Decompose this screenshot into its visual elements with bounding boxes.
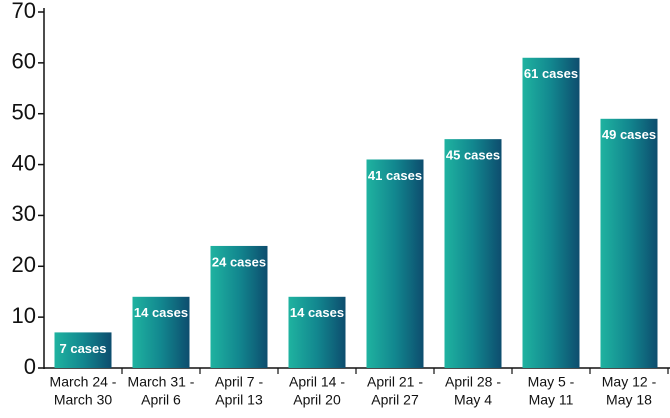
- bar: [210, 245, 268, 368]
- x-tick-label: March 30: [54, 392, 113, 408]
- x-tick-label: March 24 -: [50, 374, 117, 390]
- value-label: 24 cases: [212, 254, 266, 269]
- value-label: 45 cases: [446, 148, 500, 163]
- value-label: 61 cases: [524, 66, 578, 81]
- y-tick-label: 0: [24, 354, 36, 379]
- x-tick-label: April 7 -: [215, 374, 264, 390]
- x-tick-label: April 20: [293, 392, 341, 408]
- x-tick-label: April 21 -: [367, 374, 423, 390]
- x-tick-label: May 18: [606, 392, 652, 408]
- x-tick-label: May 11: [529, 392, 574, 408]
- y-tick-label: 60: [12, 49, 36, 74]
- bar: [522, 57, 580, 369]
- y-tick-label: 30: [12, 201, 36, 226]
- x-tick-label: May 4: [454, 392, 492, 408]
- y-tick-label: 50: [12, 100, 36, 125]
- y-tick-label: 10: [12, 303, 36, 328]
- bar: [366, 159, 424, 368]
- value-label: 41 cases: [368, 168, 422, 183]
- value-label: 49 cases: [602, 127, 656, 142]
- bar: [444, 139, 502, 368]
- value-label: 14 cases: [134, 305, 188, 320]
- x-tick-label: May 12 -: [602, 374, 657, 390]
- x-tick-label: April 28 -: [445, 374, 501, 390]
- value-label: 7 cases: [60, 341, 107, 356]
- value-label: 14 cases: [290, 305, 344, 320]
- bar: [132, 296, 190, 368]
- y-tick-label: 40: [12, 150, 36, 175]
- x-tick-label: April 13: [215, 392, 263, 408]
- bar: [288, 296, 346, 368]
- bar: [54, 332, 112, 368]
- x-tick-label: April 14 -: [289, 374, 345, 390]
- x-tick-label: April 6: [141, 392, 181, 408]
- x-tick-label: May 5 -: [528, 374, 575, 390]
- x-tick-label: April 27: [371, 392, 419, 408]
- bar: [600, 118, 658, 368]
- y-tick-label: 70: [12, 0, 36, 23]
- y-tick-label: 20: [12, 252, 36, 277]
- x-tick-label: March 31 -: [128, 374, 195, 390]
